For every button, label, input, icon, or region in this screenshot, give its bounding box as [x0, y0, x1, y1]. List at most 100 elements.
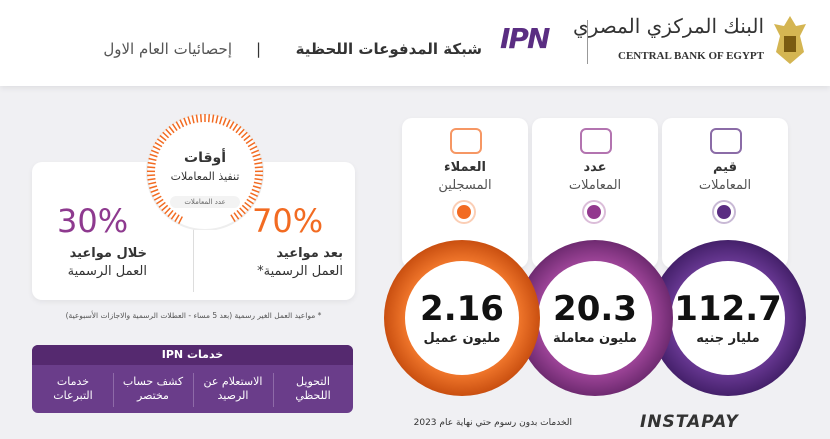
gauge-tick [218, 116, 223, 125]
stat-value: 2.16 [420, 289, 504, 329]
gauge-tick [179, 119, 185, 128]
gauge-tick [225, 119, 231, 128]
gauge-tick [229, 121, 235, 129]
ipn-logo: IPN [500, 22, 550, 55]
gauge-tick [153, 195, 162, 201]
gauge-tick [250, 192, 258, 197]
stat-label: العملاء [444, 160, 486, 175]
service-item: الاستعلام عن الرصيد [203, 375, 263, 402]
gauge-tick [165, 128, 172, 136]
footer-note: الخدمات بدون رسوم حتي نهاية عام 2023 [413, 418, 572, 428]
service-item: خدمات التبرعات [53, 375, 93, 402]
gauge-tick [156, 138, 165, 145]
gauge-tick [183, 117, 188, 126]
stat-dot [584, 202, 604, 222]
gauge-tick [253, 157, 262, 162]
gauge-tick [254, 161, 263, 165]
gauge-tick [149, 153, 158, 158]
instapay-logo: INSTAPAY [640, 412, 739, 432]
gauge-tick [152, 145, 161, 151]
gauge-tick [156, 198, 164, 205]
gauge-tick [164, 207, 171, 215]
stat-unit: مليار جنيه [696, 331, 759, 346]
gauge-tick [147, 177, 156, 181]
gauge-tick [149, 185, 158, 189]
stat-label: المسجلين [438, 178, 492, 193]
gauge-tick [247, 141, 256, 148]
gauge-tick [246, 198, 254, 205]
emblem [774, 16, 806, 64]
gauge-tick [191, 115, 195, 124]
timing-title: تنفيذ المعاملات [170, 170, 240, 183]
bank-name-en: CENTRAL BANK OF EGYPT [618, 50, 764, 62]
timing-title: أوقات [184, 150, 226, 166]
after-percent: 70% [252, 202, 324, 240]
gauge-tick [159, 134, 167, 142]
stat-unit: مليون معاملة [553, 331, 637, 346]
gauge-tick [233, 212, 240, 220]
gauge-tick [167, 209, 174, 218]
gauge-tick [251, 188, 260, 194]
gauge-tick [254, 166, 263, 169]
during-percent: 30% [57, 202, 129, 240]
gauge-tick [239, 207, 246, 215]
gauge-tick [150, 188, 159, 194]
stat-value: 20.3 [553, 289, 637, 329]
gauge-tick [254, 177, 263, 181]
gauge-tick [235, 125, 242, 134]
gauge-tick [152, 192, 160, 197]
divider [587, 20, 588, 64]
during-label: العمل الرسمية [67, 264, 147, 279]
gauge-tick [150, 149, 159, 154]
gauge-tick [171, 123, 178, 131]
gauge-tick [147, 161, 156, 165]
service-divider [113, 373, 114, 407]
services-title: خدمات IPN [32, 345, 353, 365]
gauge-tick [170, 212, 177, 220]
gauge-tick [252, 153, 261, 158]
gauge-tick [148, 157, 157, 162]
stat-dot [454, 202, 474, 222]
stat-icon [580, 128, 612, 154]
footnote: * مواعيد العمل الغير رسمية (بعد 5 مساء -… [65, 311, 322, 320]
gauge-tick [243, 134, 251, 142]
gauge-tick [187, 116, 192, 125]
service-divider [273, 373, 274, 407]
gauge-tick [178, 216, 183, 225]
separator: | [256, 40, 262, 58]
gauge-tick [232, 123, 239, 131]
stat-dot [714, 202, 734, 222]
service-item: التحويل اللحظي [295, 375, 331, 402]
stat-label: قيم [712, 160, 737, 175]
gauge-tick [215, 115, 219, 124]
gauge-tick [154, 141, 163, 148]
gauge-tick [249, 145, 258, 151]
service-item: كشف حساب مختصر [122, 375, 184, 402]
gauge-tick [174, 214, 180, 222]
gauge-tick [148, 181, 157, 185]
gauge-tick [238, 128, 245, 136]
badge: عدد المعاملات [170, 196, 240, 208]
after-label: العمل الرسمية* [257, 264, 343, 279]
gauge-tick [245, 138, 254, 145]
gauge-tick [248, 195, 257, 201]
stat-icon [450, 128, 482, 154]
stat-inner [538, 261, 652, 375]
stat-icon [710, 128, 742, 154]
gauge-tick [244, 201, 252, 208]
title: شبكة المدفوعات اللحظية [295, 40, 482, 58]
gauge-tick [253, 181, 262, 185]
stat-label: المعاملات [568, 178, 622, 193]
gauge-tick [195, 114, 199, 123]
gauge-tick [251, 149, 260, 154]
gauge-tick [222, 117, 227, 126]
gauge-tick [211, 114, 215, 123]
service-divider [193, 373, 194, 407]
gauge-tick [241, 204, 249, 212]
subtitle: إحصائيات العام الاول [103, 40, 232, 58]
gauge-tick [240, 131, 248, 139]
services: خدمات IPN التحويل اللحظي الاستعلام عن الر… [32, 345, 353, 413]
during-label: خلال مواعيد [69, 246, 147, 261]
